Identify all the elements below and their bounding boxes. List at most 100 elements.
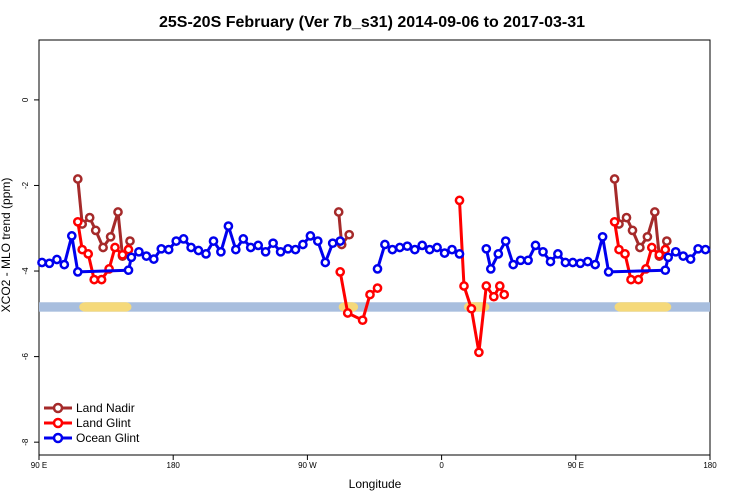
data-point xyxy=(553,249,563,259)
data-point xyxy=(238,234,249,244)
data-point xyxy=(290,244,301,255)
data-point xyxy=(515,255,526,266)
y-axis-label: XCO2 - MLO trend (ppm) xyxy=(0,178,13,313)
data-point xyxy=(126,252,137,263)
data-point xyxy=(454,195,465,206)
data-point xyxy=(90,225,101,236)
data-point xyxy=(260,246,271,257)
land-ocean-strip xyxy=(39,302,710,312)
data-point xyxy=(268,238,278,249)
x-tick-label: 180 xyxy=(167,461,181,470)
data-point xyxy=(620,249,630,259)
data-point xyxy=(597,231,608,242)
data-point xyxy=(654,249,665,260)
data-point xyxy=(163,244,174,255)
data-point xyxy=(700,244,711,255)
data-point xyxy=(344,229,355,240)
data-point xyxy=(481,281,492,291)
data-point xyxy=(493,249,504,259)
data-point xyxy=(660,265,671,276)
data-point xyxy=(230,244,241,255)
data-point xyxy=(141,251,152,261)
data-point xyxy=(530,240,541,251)
data-point xyxy=(342,308,353,318)
data-point xyxy=(609,216,620,227)
data-point xyxy=(223,221,234,231)
land-band xyxy=(79,302,132,312)
data-point xyxy=(72,267,83,277)
data-point xyxy=(485,264,496,274)
data-point xyxy=(627,225,638,236)
data-point xyxy=(670,246,681,257)
data-point xyxy=(582,256,593,267)
data-point xyxy=(494,281,505,291)
data-point xyxy=(83,249,94,259)
x-tick-label: 90 W xyxy=(298,461,317,470)
data-point xyxy=(560,257,571,268)
data-point xyxy=(110,242,120,253)
data-point xyxy=(454,249,465,259)
data-point xyxy=(394,242,405,253)
data-point xyxy=(646,242,657,253)
data-point xyxy=(335,267,346,277)
data-point xyxy=(72,174,83,184)
data-point xyxy=(663,252,674,263)
plot-frame xyxy=(38,39,711,456)
data-point xyxy=(678,251,689,261)
data-point xyxy=(335,236,346,246)
data-point xyxy=(417,240,428,251)
data-point xyxy=(474,347,484,358)
land-band xyxy=(614,302,672,312)
data-point xyxy=(113,207,123,217)
data-point xyxy=(432,242,442,253)
x-axis-label: Longitude xyxy=(349,477,402,491)
data-point xyxy=(488,291,499,302)
data-point xyxy=(216,246,226,257)
data-point xyxy=(52,254,62,265)
data-point xyxy=(508,259,519,270)
data-point xyxy=(693,243,703,254)
series-land-glint xyxy=(72,195,671,358)
data-point xyxy=(499,289,510,300)
ocean-band xyxy=(39,302,710,312)
data-point xyxy=(500,236,511,246)
data-point xyxy=(538,246,548,257)
data-point xyxy=(148,254,159,264)
data-point xyxy=(327,238,338,249)
legend-label-land-nadir: Land Nadir xyxy=(76,401,135,415)
y-tick-label: -2 xyxy=(21,181,30,189)
data-point xyxy=(614,244,624,255)
series-ocean-glint xyxy=(37,221,711,277)
data-point xyxy=(123,244,134,255)
data-point xyxy=(89,274,100,285)
data-point xyxy=(626,274,636,285)
data-point xyxy=(372,264,383,274)
data-point xyxy=(603,267,614,277)
y-tick-label: -8 xyxy=(21,438,30,446)
legend-marker-land-nadir xyxy=(52,402,64,414)
data-point xyxy=(178,234,189,244)
data-point xyxy=(298,239,308,250)
data-point xyxy=(186,242,196,253)
data-point xyxy=(466,303,477,314)
data-point xyxy=(125,236,135,246)
data-point xyxy=(372,283,383,293)
y-tick-label: -4 xyxy=(21,267,30,275)
data-point xyxy=(661,236,672,246)
data-point xyxy=(201,249,211,259)
data-point xyxy=(333,207,344,217)
y-tick-label: 0 xyxy=(21,97,30,102)
x-tick-label: 90 E xyxy=(568,461,584,470)
data-point xyxy=(134,246,144,257)
data-point xyxy=(312,236,323,246)
data-point xyxy=(117,249,128,260)
data-point xyxy=(545,256,556,267)
data-point xyxy=(357,315,368,326)
data-point xyxy=(305,231,316,241)
x-tick-label: 180 xyxy=(703,461,717,470)
data-point xyxy=(660,244,671,255)
series-line-land-glint xyxy=(458,200,506,354)
legend-label-ocean-glint: Ocean Glint xyxy=(76,431,140,445)
